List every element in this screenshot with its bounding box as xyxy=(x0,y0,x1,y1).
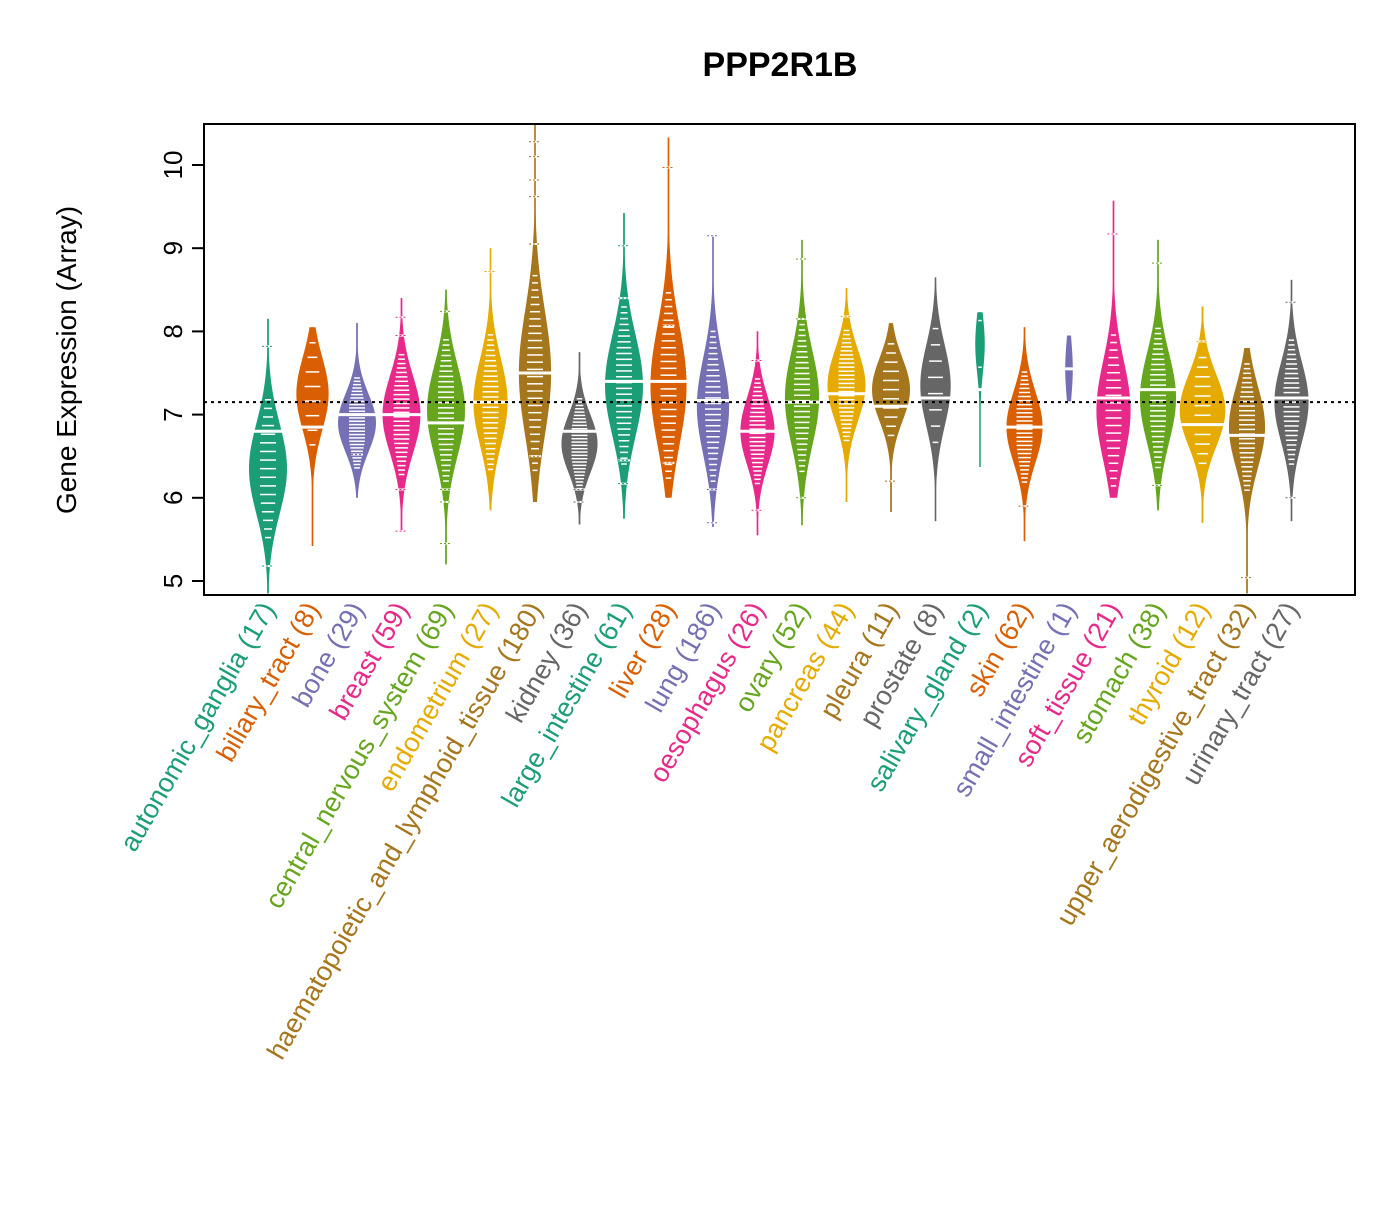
violin-stomach xyxy=(1137,239,1179,511)
y-tick-label: 9 xyxy=(158,241,188,255)
violin-lung xyxy=(693,234,733,527)
violin-prostate xyxy=(918,277,953,522)
violin-small-intestine xyxy=(1062,335,1076,402)
violin-biliary-tract xyxy=(296,327,329,547)
violin-thyroid xyxy=(1178,306,1227,523)
violin-liver xyxy=(647,137,690,498)
violin-salivary-gland xyxy=(975,312,985,468)
y-axis-label: Gene Expression (Array) xyxy=(51,206,82,514)
violin-soft-tissue xyxy=(1093,200,1134,498)
violin-pleura xyxy=(871,323,911,512)
chart-title: PPP2R1B xyxy=(703,46,858,84)
violin-bone xyxy=(335,323,379,498)
violin-upper-aerodigestive-tract xyxy=(1226,348,1268,594)
violin-kidney xyxy=(560,352,599,525)
y-tick-label: 10 xyxy=(158,151,188,180)
violin-autonomic-ganglia xyxy=(249,318,287,594)
violin-haematopoietic-and-lymphoid-tissue xyxy=(515,123,555,502)
plot-frame xyxy=(203,123,1356,596)
y-tick-label: 7 xyxy=(158,407,188,421)
violin-breast xyxy=(379,298,424,533)
y-tick-label: 8 xyxy=(158,324,188,338)
violin-ovary xyxy=(781,239,823,526)
violin-endometrium xyxy=(470,248,511,511)
y-tick-label: 6 xyxy=(158,491,188,505)
violin-central-nervous-system xyxy=(424,289,468,565)
violin-pancreas xyxy=(825,288,868,502)
violin-large-intestine xyxy=(602,213,646,519)
x-axis-labels: autonomic_ganglia (17)biliary_tract (8)b… xyxy=(114,597,1305,1064)
violin-oesophagus xyxy=(737,331,778,536)
violins xyxy=(249,123,1312,594)
y-tick-label: 5 xyxy=(158,574,188,588)
y-axis: 5 6 7 8 9 10 xyxy=(158,151,204,588)
violin-skin xyxy=(1003,327,1046,542)
violin-urinary-tract xyxy=(1271,279,1312,522)
